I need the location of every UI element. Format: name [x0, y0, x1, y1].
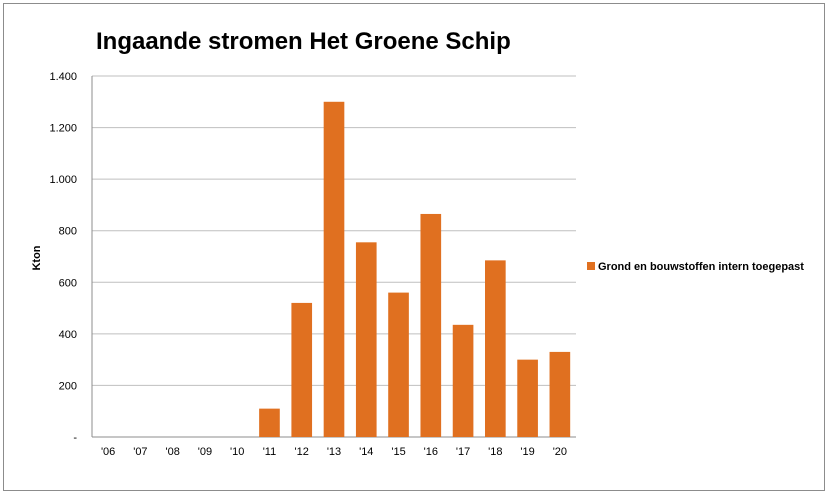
x-tick-label: '10	[230, 446, 244, 458]
bar	[388, 292, 409, 437]
x-tick-label: '07	[133, 446, 147, 458]
bar	[452, 324, 474, 437]
bar	[420, 213, 442, 437]
x-tick-label: '19	[520, 446, 534, 458]
y-axis-ticks: - 200 400 600 800 1.000 1.200 1.400	[49, 71, 77, 444]
x-tick-label: '11	[263, 446, 277, 458]
bar	[355, 242, 377, 437]
x-tick-label: '18	[488, 446, 502, 458]
bar	[549, 351, 571, 437]
y-axis-label: Kton	[31, 245, 43, 270]
y-tick-label: 1.200	[49, 123, 77, 135]
y-tick-label: 1.000	[49, 174, 77, 186]
legend: Grond en bouwstoffen intern toegepast	[587, 261, 804, 273]
x-tick-label: '16	[424, 446, 438, 458]
y-tick-label: -	[73, 432, 77, 444]
chart-frame: Ingaande stromen Het Groene Schip	[3, 3, 825, 491]
y-tick-label: 400	[59, 329, 77, 341]
x-tick-label: '15	[391, 446, 405, 458]
chart-title: Ingaande stromen Het Groene Schip	[96, 28, 511, 55]
y-tick-label: 200	[59, 380, 77, 392]
x-tick-label: '12	[295, 446, 309, 458]
y-tick-label: 800	[59, 226, 77, 238]
x-tick-label: '20	[553, 446, 567, 458]
bar	[517, 359, 538, 437]
bar	[291, 302, 313, 437]
x-tick-label: '13	[327, 446, 341, 458]
x-tick-label: '14	[359, 446, 373, 458]
bar	[323, 101, 345, 438]
y-tick-label: 1.400	[49, 71, 77, 83]
x-axis-ticks: '06 '07 '08 '09 '10 '11 '12 '13 '14 '15 '16 '17 '18 '…	[101, 446, 567, 458]
x-tick-label: '09	[198, 446, 212, 458]
legend-swatch	[587, 262, 595, 270]
legend-label: Grond en bouwstoffen intern toegepast	[598, 261, 804, 273]
x-tick-label: '08	[165, 446, 179, 458]
bar-series	[259, 101, 571, 438]
y-tick-label: 600	[59, 277, 77, 289]
x-tick-label: '06	[101, 446, 115, 458]
x-tick-label: '17	[456, 446, 470, 458]
bar	[259, 408, 280, 437]
bar	[485, 260, 506, 437]
